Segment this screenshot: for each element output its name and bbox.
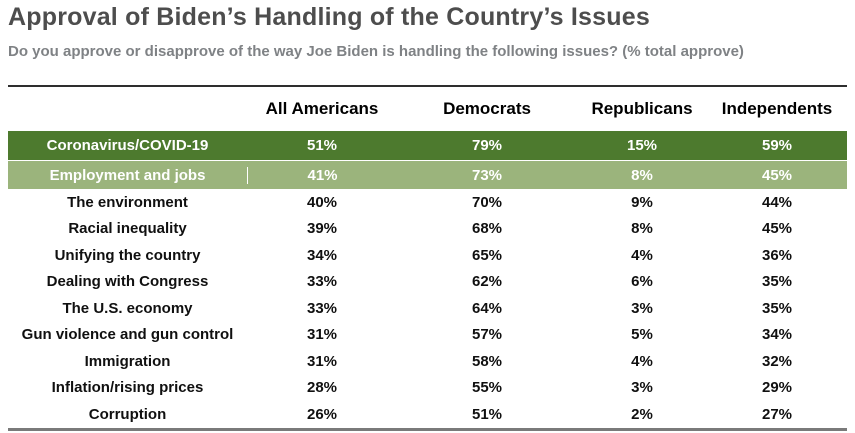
approval-value: 28% <box>306 379 338 397</box>
table-row: Coronavirus/COVID-19 51% 79% 15% 59% <box>8 131 847 160</box>
approval-value: 59% <box>761 137 793 154</box>
approval-value: 55% <box>471 379 503 397</box>
approval-value: 2% <box>631 405 653 423</box>
approval-value: 44% <box>761 193 793 211</box>
approval-value: 62% <box>471 273 503 291</box>
approval-value: 3% <box>631 379 653 397</box>
row-label: Coronavirus/COVID-19 <box>46 137 209 154</box>
page-title: Approval of Biden’s Handling of the Coun… <box>8 3 650 31</box>
row-label: Dealing with Congress <box>46 273 209 291</box>
approval-value: 4% <box>631 352 653 370</box>
table-row: Corruption 26% 51% 2% 27% <box>8 401 847 428</box>
row-label: Corruption <box>88 405 167 423</box>
row-label: The environment <box>67 193 188 211</box>
approval-value: 31% <box>306 326 338 344</box>
approval-value: 3% <box>631 299 653 317</box>
approval-value: 26% <box>306 405 338 423</box>
approval-value: 34% <box>761 326 793 344</box>
approval-value: 9% <box>631 193 653 211</box>
approval-value: 51% <box>471 405 503 423</box>
approval-table: All Americans Democrats Republicans Indepen… <box>8 85 847 431</box>
approval-value: 73% <box>471 166 503 184</box>
table-row: Inflation/rising prices 28% 55% 3% 29% <box>8 375 847 402</box>
table-row: Immigration 31% 58% 4% 32% <box>8 348 847 375</box>
approval-value: 70% <box>471 193 503 211</box>
column-header-democrats: Democrats <box>443 99 531 118</box>
approval-value: 45% <box>761 220 793 238</box>
approval-value: 29% <box>761 379 793 397</box>
approval-value: 27% <box>761 405 793 423</box>
approval-value: 45% <box>761 166 793 184</box>
table-row: The U.S. economy 33% 64% 3% 35% <box>8 295 847 322</box>
approval-value: 36% <box>761 246 793 264</box>
table-row: Gun violence and gun control 31% 57% 5% 34% <box>8 322 847 349</box>
approval-value: 5% <box>631 326 653 344</box>
approval-value: 15% <box>626 137 658 154</box>
approval-value: 4% <box>631 246 653 264</box>
approval-value: 34% <box>306 246 338 264</box>
approval-value: 33% <box>306 299 338 317</box>
approval-value: 32% <box>761 352 793 370</box>
approval-value: 8% <box>631 166 653 184</box>
column-header-republicans: Republicans <box>591 99 693 118</box>
row-label: Unifying the country <box>54 246 201 264</box>
column-header-independents: Independents <box>721 99 833 118</box>
approval-value: 40% <box>306 193 338 211</box>
approval-value: 64% <box>471 299 503 317</box>
approval-value: 57% <box>471 326 503 344</box>
approval-value: 79% <box>471 137 503 154</box>
row-label: Immigration <box>84 352 171 370</box>
table-body: Coronavirus/COVID-19 51% 79% 15% 59% Employme… <box>8 131 847 428</box>
approval-value: 35% <box>761 299 793 317</box>
approval-value: 31% <box>306 352 338 370</box>
table-row: The environment 40% 70% 9% 44% <box>8 189 847 216</box>
row-label: Gun violence and gun control <box>21 326 234 344</box>
table-row: Unifying the country 34% 65% 4% 36% <box>8 242 847 269</box>
row-label: Inflation/rising prices <box>51 379 204 397</box>
table-row: Employment and jobs 41% 73% 8% 45% <box>8 161 847 189</box>
page-subtitle: Do you approve or disapprove of the way … <box>8 43 744 60</box>
approval-value: 51% <box>306 137 338 154</box>
approval-value: 8% <box>631 220 653 238</box>
table-row: Dealing with Congress 33% 62% 6% 35% <box>8 269 847 296</box>
approval-value: 39% <box>306 220 338 238</box>
table-header-row: All Americans Democrats Republicans Indepen… <box>8 87 847 131</box>
table-row: Racial inequality 39% 68% 8% 45% <box>8 216 847 243</box>
row-label: The U.S. economy <box>62 299 193 317</box>
approval-value: 68% <box>471 220 503 238</box>
approval-value: 35% <box>761 273 793 291</box>
approval-value: 65% <box>471 246 503 264</box>
column-header-all-americans: All Americans <box>265 99 379 118</box>
approval-value: 6% <box>631 273 653 291</box>
approval-value: 58% <box>471 352 503 370</box>
row-label: Employment and jobs <box>49 166 206 184</box>
row-label: Racial inequality <box>68 220 187 238</box>
approval-value: 41% <box>247 166 397 184</box>
approval-value: 33% <box>306 273 338 291</box>
